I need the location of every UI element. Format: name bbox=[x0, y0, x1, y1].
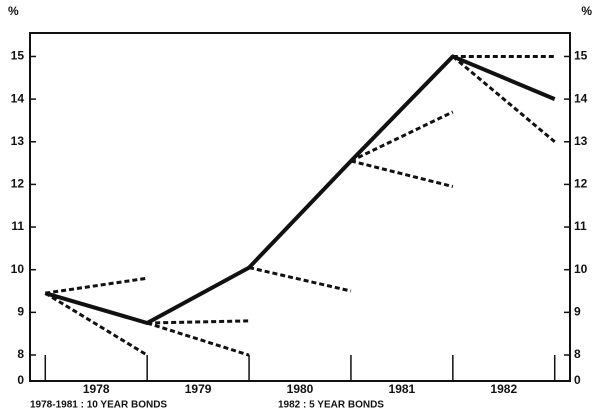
forecast-line bbox=[451, 55, 556, 143]
x-tick-label: 1982 bbox=[490, 382, 517, 396]
y-tick-label: 15 bbox=[11, 49, 25, 63]
x-tick-label: 1979 bbox=[185, 382, 212, 396]
y-tick-label: 11 bbox=[11, 219, 24, 233]
y-tick-label: 13 bbox=[574, 134, 588, 148]
y-tick-label: 15 bbox=[574, 49, 588, 63]
note: 1982 : 5 YEAR BONDS bbox=[278, 400, 384, 411]
y-tick-label: 8 bbox=[574, 347, 581, 361]
y-tick-label: 9 bbox=[574, 305, 581, 319]
y-unit-left: % bbox=[8, 4, 19, 18]
note: 1978-1981 : 10 YEAR BONDS bbox=[30, 400, 167, 411]
y-tick-label: 10 bbox=[11, 262, 25, 276]
forecast-line bbox=[44, 291, 148, 357]
y-tick-label: 10 bbox=[574, 262, 588, 276]
plot-frame bbox=[29, 32, 571, 382]
y-tick-label: 11 bbox=[574, 219, 587, 233]
forecast-line bbox=[350, 159, 454, 188]
y-tick-label: 14 bbox=[11, 91, 25, 105]
x-tick-label: 1978 bbox=[83, 382, 110, 396]
y-tick-label: 14 bbox=[574, 91, 588, 105]
y-tick-label: 0 bbox=[17, 373, 24, 387]
forecast-line bbox=[248, 266, 352, 293]
y-tick-label: 0 bbox=[574, 373, 581, 387]
forecast-line bbox=[146, 321, 250, 357]
y-unit-right: % bbox=[581, 4, 592, 18]
x-tick-label: 1981 bbox=[389, 382, 416, 396]
y-tick-label: 9 bbox=[17, 305, 24, 319]
forecast-line bbox=[350, 110, 454, 163]
forecast-line bbox=[147, 319, 250, 325]
y-tick-label: 8 bbox=[17, 347, 24, 361]
forecast-line bbox=[45, 276, 148, 295]
y-tick-label: 12 bbox=[11, 177, 25, 191]
x-tick-label: 1980 bbox=[287, 382, 314, 396]
y-tick-label: 12 bbox=[574, 177, 588, 191]
y-tick-label: 13 bbox=[11, 134, 25, 148]
data-line bbox=[44, 54, 556, 326]
